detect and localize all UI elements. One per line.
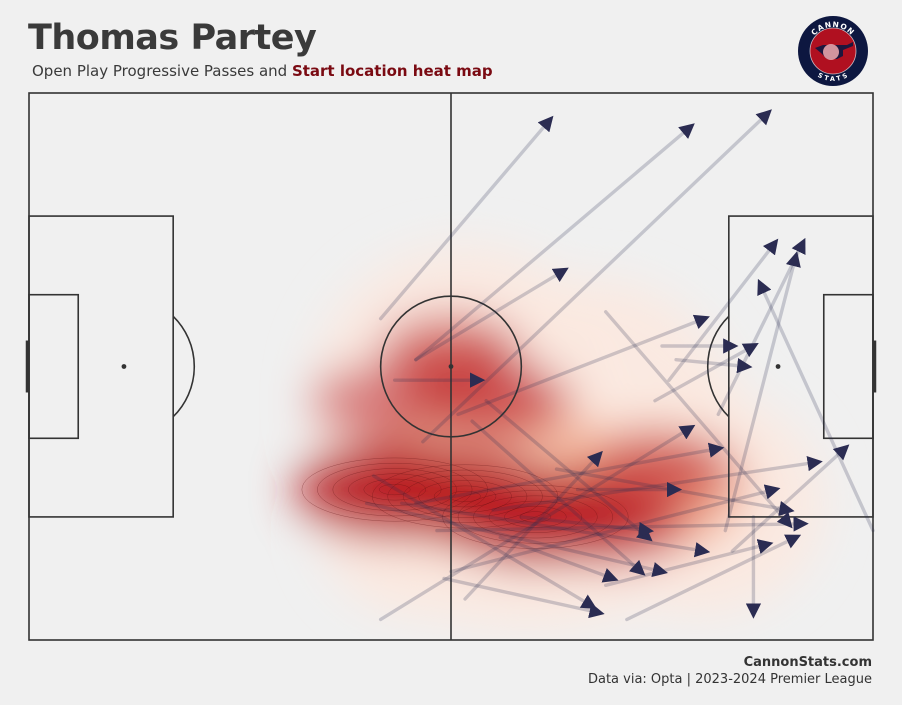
heat-cloud xyxy=(310,245,620,556)
pass-arrow xyxy=(498,535,619,583)
heat-contour xyxy=(348,473,442,506)
pitch-markings xyxy=(25,92,877,641)
heat-cloud xyxy=(317,418,515,616)
pass-arrow xyxy=(371,474,597,609)
heat-contour xyxy=(442,485,629,549)
pass-arrow xyxy=(378,115,554,321)
pass-arrow xyxy=(435,516,809,533)
heat-contour xyxy=(449,490,481,502)
progressive-passes xyxy=(364,109,875,622)
pass-arrow xyxy=(378,424,696,622)
pass-arrow xyxy=(519,515,655,538)
logo-bottom-text: STATS xyxy=(816,71,849,83)
heat-contour xyxy=(418,480,512,513)
pass-arrow xyxy=(463,450,603,601)
footer-site: CannonStats.com xyxy=(743,655,872,670)
heat-cloud xyxy=(570,390,824,616)
heat-contour xyxy=(371,464,559,529)
pass-arrow xyxy=(449,484,781,574)
pass-arrow xyxy=(414,267,569,362)
pass-arrow xyxy=(456,314,710,417)
heat-map xyxy=(296,245,824,629)
centre-circle xyxy=(379,295,523,438)
heat-mid xyxy=(549,426,747,553)
pass-arrow xyxy=(757,278,875,533)
heat-contour xyxy=(473,495,598,539)
heat-cloud xyxy=(436,279,747,618)
heat-contour xyxy=(457,490,614,544)
pass-arrow xyxy=(484,398,653,542)
heat-contour xyxy=(433,485,497,508)
pass-arrow xyxy=(364,501,668,578)
heat-hotspot xyxy=(372,450,558,543)
chart-subtitle: Open Play Progressive Passes and Start l… xyxy=(32,62,493,80)
pass-arrow xyxy=(414,123,695,362)
pass-arrow xyxy=(604,539,774,587)
heat-contour xyxy=(488,500,583,533)
heat-contour xyxy=(332,468,457,511)
left-penalty-arc xyxy=(172,315,196,418)
pass-arrow xyxy=(667,238,779,382)
pass-arrow xyxy=(674,357,753,374)
pass-arrow xyxy=(491,456,823,512)
centre-spot xyxy=(448,364,454,369)
pass-arrow xyxy=(554,467,795,517)
heat-hotspot xyxy=(311,366,450,436)
subtitle-highlight: Start location heat map xyxy=(291,62,493,80)
pass-arrow xyxy=(604,310,793,529)
heat-mid xyxy=(394,317,508,416)
pass-arrow xyxy=(730,444,850,553)
footer-source: Data via: Opta | 2023-2024 Premier Leagu… xyxy=(587,672,872,687)
pass-arrow xyxy=(421,109,772,444)
heat-contour xyxy=(504,506,567,528)
pass-arrow xyxy=(400,501,711,558)
pass-arrow xyxy=(414,442,725,505)
left-penalty-spot xyxy=(121,364,127,369)
pass-arrow xyxy=(653,343,759,403)
heat-contour xyxy=(519,511,552,523)
heat-contour xyxy=(363,478,426,501)
heat-contour xyxy=(317,462,473,517)
heat-hotspot xyxy=(524,482,688,565)
heat-contour xyxy=(402,475,528,518)
pass-arrow xyxy=(442,576,605,619)
heat-blur-group xyxy=(296,245,824,629)
subtitle-prefix: Open Play Progressive Passes and xyxy=(32,62,292,80)
heat-contour xyxy=(387,469,543,524)
pass-arrow xyxy=(625,534,802,622)
right-six-yard-box xyxy=(822,293,874,440)
right-penalty-arc xyxy=(706,315,730,418)
cannonstats-logo: CANNON STATS xyxy=(798,16,868,86)
pass-arrow xyxy=(716,237,806,417)
heat-hotspot xyxy=(296,440,494,539)
pitch-outline xyxy=(28,92,874,641)
heat-cloud xyxy=(366,487,677,629)
heat-hotspot xyxy=(590,433,734,505)
right-penalty-spot xyxy=(775,364,781,369)
left-six-yard-box xyxy=(28,293,80,440)
right-penalty-area xyxy=(728,215,874,518)
pass-arrow xyxy=(723,251,801,533)
heat-contour xyxy=(301,457,488,522)
heat-mid xyxy=(359,384,613,554)
chart-title: Thomas Partey xyxy=(28,18,317,58)
left-penalty-area xyxy=(28,215,174,518)
heat-hotspot xyxy=(379,317,523,389)
heat-hotspot xyxy=(439,468,632,566)
heat-contour xyxy=(379,484,411,496)
heat-hotspot xyxy=(415,362,571,440)
pass-arrow xyxy=(470,419,646,576)
